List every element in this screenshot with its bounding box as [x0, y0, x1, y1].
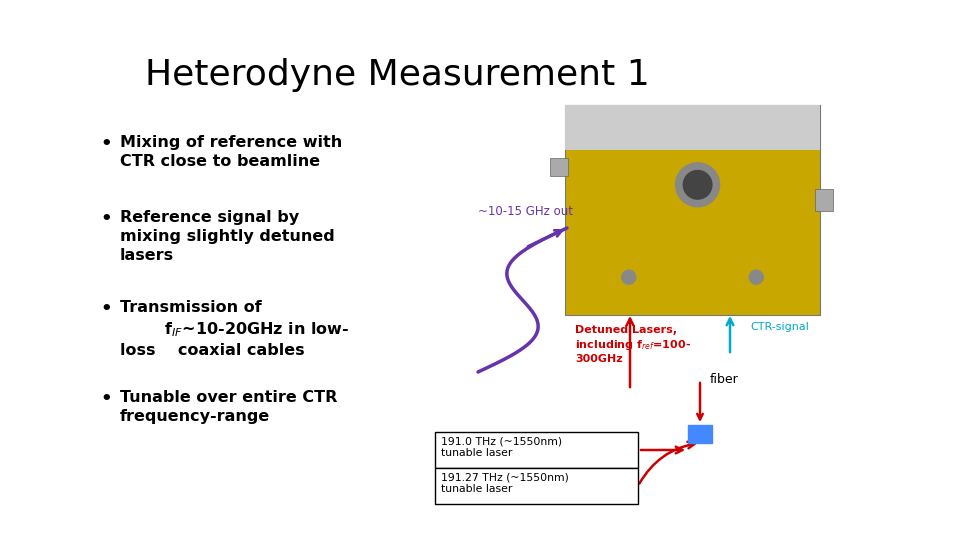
Text: 191.27 THz (~1550nm)
tunable laser: 191.27 THz (~1550nm) tunable laser [441, 472, 569, 495]
Text: Transmission of
        f$_{IF}$~10-20GHz in low-
loss    coaxial cables: Transmission of f$_{IF}$~10-20GHz in low… [120, 300, 349, 358]
FancyBboxPatch shape [550, 158, 568, 176]
FancyBboxPatch shape [435, 468, 638, 504]
FancyBboxPatch shape [435, 432, 638, 468]
Circle shape [676, 163, 720, 207]
Circle shape [684, 171, 712, 199]
Text: Tunable over entire CTR
frequency-range: Tunable over entire CTR frequency-range [120, 390, 337, 424]
FancyBboxPatch shape [565, 105, 820, 150]
Text: Mixing of reference with
CTR close to beamline: Mixing of reference with CTR close to be… [120, 135, 343, 169]
FancyBboxPatch shape [565, 105, 820, 315]
Text: Detuned Lasers,
including f$_{ref}$=100-
300GHz: Detuned Lasers, including f$_{ref}$=100-… [575, 325, 691, 364]
Text: Reference signal by
mixing slightly detuned
lasers: Reference signal by mixing slightly detu… [120, 210, 335, 264]
Text: •: • [100, 390, 111, 408]
Text: Heterodyne Measurement 1: Heterodyne Measurement 1 [145, 58, 650, 92]
Text: •: • [100, 300, 111, 318]
Text: 191.0 THz (~1550nm)
tunable laser: 191.0 THz (~1550nm) tunable laser [441, 436, 563, 458]
Circle shape [622, 270, 636, 284]
Text: ~10-15 GHz out: ~10-15 GHz out [478, 205, 573, 218]
Text: •: • [100, 210, 111, 228]
Text: CTR-signal: CTR-signal [750, 322, 809, 332]
FancyBboxPatch shape [815, 189, 833, 211]
Circle shape [749, 270, 763, 284]
FancyBboxPatch shape [688, 425, 712, 443]
Text: fiber: fiber [710, 373, 739, 386]
Text: •: • [100, 135, 111, 153]
